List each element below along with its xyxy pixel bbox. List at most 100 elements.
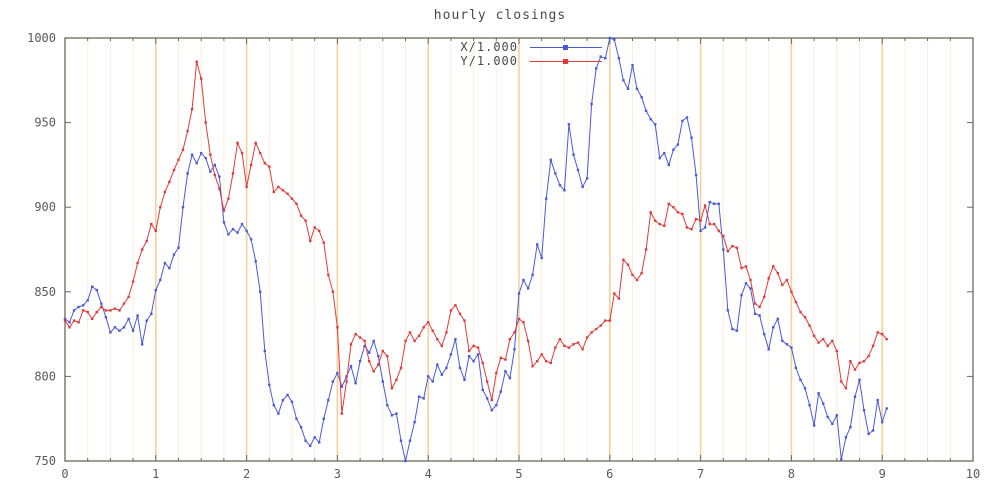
data-point xyxy=(654,219,657,222)
data-point xyxy=(163,261,167,265)
data-point xyxy=(663,151,666,155)
data-point xyxy=(431,329,434,332)
data-point xyxy=(508,338,512,341)
data-point xyxy=(190,153,194,156)
data-point xyxy=(454,304,457,307)
data-point xyxy=(472,360,475,363)
data-point xyxy=(599,324,602,327)
data-point xyxy=(454,338,457,341)
data-point xyxy=(399,439,403,442)
data-point xyxy=(835,414,838,417)
data-point xyxy=(563,189,566,192)
data-point xyxy=(776,272,779,275)
data-point xyxy=(463,319,466,322)
data-point xyxy=(377,363,380,366)
data-point xyxy=(663,224,666,227)
data-point xyxy=(177,246,180,249)
data-point xyxy=(731,244,734,248)
data-point xyxy=(476,353,480,356)
data-point xyxy=(635,87,639,90)
data-point xyxy=(722,234,725,238)
data-point xyxy=(685,116,689,119)
data-point xyxy=(254,260,257,263)
data-point xyxy=(322,241,325,244)
data-point xyxy=(82,309,85,312)
data-point xyxy=(240,151,244,155)
data-point xyxy=(531,365,534,368)
data-point xyxy=(331,290,335,293)
data-point xyxy=(608,319,611,322)
data-point xyxy=(377,354,380,358)
data-point xyxy=(109,309,112,312)
data-point xyxy=(413,420,416,424)
data-point xyxy=(504,370,507,373)
data-point xyxy=(104,316,108,319)
data-point xyxy=(517,292,521,295)
data-point xyxy=(717,229,720,233)
data-point xyxy=(313,436,316,439)
data-point xyxy=(127,317,130,321)
data-point xyxy=(694,173,698,177)
data-point xyxy=(100,302,103,305)
data-point xyxy=(236,141,239,145)
data-point xyxy=(749,287,752,290)
data-point xyxy=(304,219,307,222)
data-point xyxy=(345,380,348,383)
data-point xyxy=(77,321,80,324)
data-point xyxy=(726,309,729,312)
data-point xyxy=(186,129,189,133)
data-point xyxy=(812,424,816,427)
data-point xyxy=(395,378,398,381)
data-point xyxy=(536,243,539,246)
data-point xyxy=(281,189,285,192)
data-point xyxy=(449,353,453,356)
data-point xyxy=(100,305,103,309)
data-point xyxy=(672,206,675,209)
data-point xyxy=(486,380,489,383)
data-point xyxy=(649,211,652,214)
data-point xyxy=(136,314,139,317)
data-point xyxy=(417,395,421,398)
data-point xyxy=(563,344,566,348)
data-point xyxy=(767,277,770,280)
data-point xyxy=(826,415,829,419)
data-point xyxy=(595,67,598,70)
data-point xyxy=(340,412,344,415)
data-point xyxy=(372,339,375,343)
data-point xyxy=(290,197,294,200)
data-point xyxy=(336,371,339,375)
data-point xyxy=(699,219,702,222)
data-point xyxy=(554,172,557,175)
data-point xyxy=(853,395,857,398)
data-point xyxy=(871,429,875,432)
data-point xyxy=(486,397,489,400)
data-point xyxy=(635,278,639,282)
data-point xyxy=(295,417,298,420)
data-point xyxy=(177,158,180,161)
data-point xyxy=(390,387,394,390)
data-point xyxy=(386,404,389,407)
data-point xyxy=(613,292,616,295)
data-point xyxy=(231,228,235,231)
data-point xyxy=(685,226,689,229)
data-point xyxy=(181,206,185,209)
data-point xyxy=(572,343,575,346)
data-point xyxy=(159,278,162,282)
data-point xyxy=(495,371,498,375)
data-point xyxy=(667,163,670,167)
data-point xyxy=(763,332,766,336)
data-point xyxy=(572,153,575,156)
data-point xyxy=(649,118,652,121)
data-point xyxy=(508,376,512,380)
data-point xyxy=(281,398,285,402)
data-point xyxy=(622,79,625,82)
data-point xyxy=(390,414,394,417)
data-point xyxy=(803,387,807,390)
data-point xyxy=(526,339,530,343)
data-point xyxy=(277,185,280,189)
data-point xyxy=(794,366,798,370)
data-point xyxy=(694,217,698,221)
data-point xyxy=(862,360,866,363)
data-point xyxy=(168,180,171,183)
data-point xyxy=(631,273,634,277)
